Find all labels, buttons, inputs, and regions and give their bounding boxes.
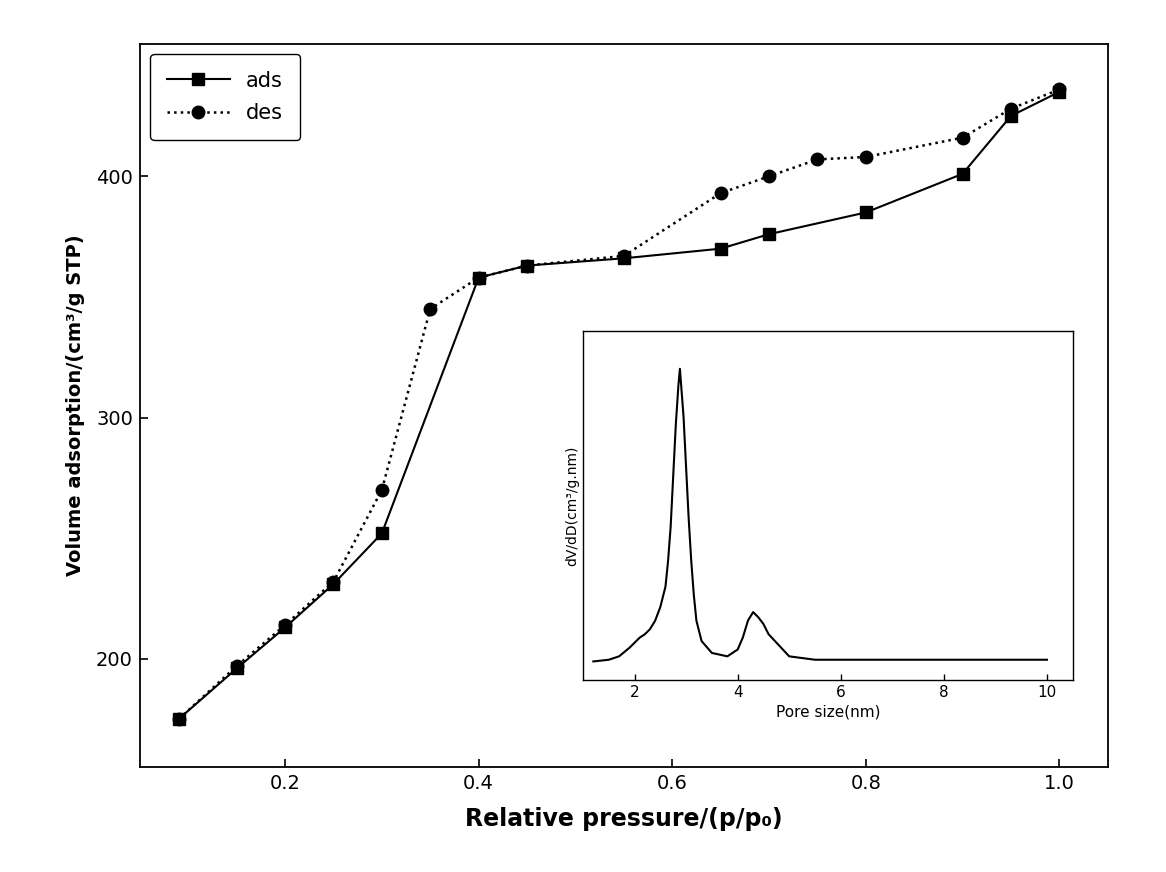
- des: [326, 576, 340, 587]
- ads: [1004, 111, 1018, 121]
- X-axis label: Relative pressure/(p/p₀): Relative pressure/(p/p₀): [465, 807, 782, 831]
- des: [278, 620, 292, 630]
- des: [1053, 85, 1067, 95]
- ads: [326, 579, 340, 589]
- ads: [278, 623, 292, 633]
- ads: [714, 243, 728, 254]
- des: [810, 154, 824, 165]
- des: [763, 171, 777, 181]
- ads: [858, 208, 872, 218]
- des: [471, 272, 486, 283]
- des: [858, 152, 872, 162]
- Line: des: des: [173, 83, 1066, 726]
- ads: [471, 272, 486, 283]
- des: [520, 261, 534, 271]
- des: [956, 133, 970, 143]
- X-axis label: Pore size(nm): Pore size(nm): [775, 705, 880, 719]
- ads: [520, 261, 534, 271]
- ads: [763, 229, 777, 240]
- ads: [375, 528, 389, 539]
- des: [171, 714, 185, 725]
- ads: [230, 664, 244, 674]
- des: [714, 188, 728, 199]
- ads: [617, 253, 631, 263]
- ads: [956, 168, 970, 179]
- des: [230, 661, 244, 671]
- des: [375, 485, 389, 495]
- Y-axis label: dV/dD(cm³/g.nm): dV/dD(cm³/g.nm): [564, 446, 578, 566]
- des: [617, 250, 631, 261]
- Legend: ads, des: ads, des: [150, 54, 300, 140]
- des: [1004, 104, 1018, 114]
- Y-axis label: Volume adsorption/(cm³/g STP): Volume adsorption/(cm³/g STP): [66, 235, 85, 576]
- Line: ads: ads: [173, 86, 1065, 725]
- des: [423, 303, 437, 314]
- ads: [1053, 86, 1067, 97]
- ads: [171, 714, 185, 725]
